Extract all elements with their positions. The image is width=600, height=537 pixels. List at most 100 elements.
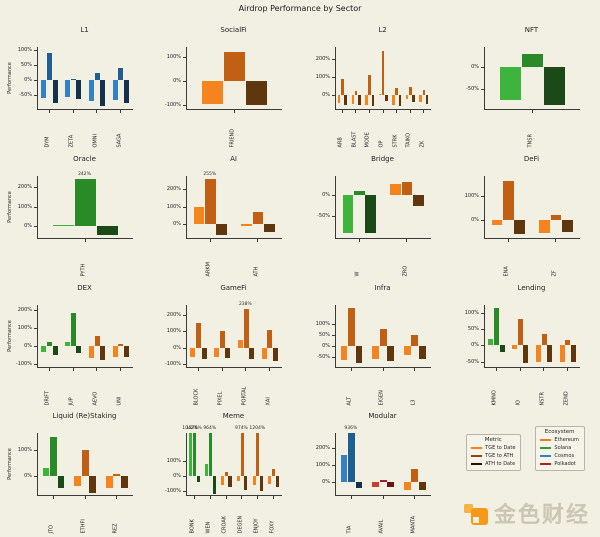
bar-zf-ath_to_date — [561, 220, 573, 232]
x-tick-mark — [414, 367, 416, 371]
chart-cell-defi: DeFi 100% 0% ENA ZF — [451, 147, 600, 276]
x-token-label: MANTA — [410, 516, 417, 534]
y-tick-label: -50% — [317, 354, 330, 361]
y-tick-mark — [183, 347, 186, 349]
bar-degen-tge_to_date — [236, 476, 240, 481]
bar-ena-ath_to_date — [514, 220, 525, 234]
y-tick-mark — [183, 224, 186, 226]
bar-dym-tge_to_ath — [47, 53, 52, 81]
bar-eigen-tge_to_ath — [379, 329, 387, 347]
y-tick-mark — [481, 66, 484, 68]
y-tick-label: 100% — [17, 324, 32, 331]
chart-lending: 100% 50% 0% -50% KMNO IO NSTR ZEND — [451, 296, 600, 405]
bar-ath-tge_to_ath — [252, 212, 264, 225]
chart-bridge: 0% -50% W ZRO — [302, 167, 451, 276]
chart-oracle: Performance 200% 100% 0% 242% PYTH — [4, 167, 153, 277]
x-token-label: L3 — [410, 399, 417, 405]
bar-tia-tge_to_ath — [348, 433, 355, 483]
plot-area — [37, 304, 133, 368]
y-tick-mark — [34, 226, 37, 228]
y-tick-label: 0% — [173, 344, 181, 351]
bar-tia-ath_to_date — [355, 482, 363, 489]
chart-cell-lending: Lending 100% 50% 0% -50% KMNO IO NSTR ZEND — [451, 276, 600, 405]
y-tick-mark — [332, 357, 335, 359]
bar-w-tge_to_ath — [354, 190, 365, 195]
chart-cell-oracle: Oracle Performance 200% 100% 0% 242% PYTH — [4, 147, 153, 276]
chart-title: DeFi — [523, 154, 540, 163]
bar-value-label: 238% — [238, 301, 252, 307]
bar-taiko-ath_to_date — [412, 94, 415, 102]
bar-saga-tge_to_ath — [118, 68, 124, 81]
bar-value-label: 242% — [78, 172, 91, 178]
bar-wen-ath_to_date — [212, 476, 216, 494]
x-token-label: TIA — [346, 525, 353, 534]
x-token-label: REZ — [112, 523, 119, 534]
y-tick-label: 100% — [166, 457, 181, 464]
y-tick-mark — [332, 482, 335, 484]
y-tick-label: 200% — [17, 184, 32, 191]
y-tick-label: 50% — [318, 331, 330, 338]
plot-area — [186, 433, 282, 497]
bar-alt-ath_to_date — [355, 346, 363, 364]
y-tick-mark — [332, 346, 335, 348]
bar-degen-ath_to_date — [244, 476, 248, 490]
x-token-label: EIGEN — [378, 389, 385, 405]
x-tick-mark — [406, 238, 408, 242]
bar-jto-tge_to_date — [42, 468, 50, 476]
bar-foxy-ath_to_date — [275, 476, 280, 487]
y-tick-label: 50% — [20, 62, 32, 69]
bar-croak-tge_to_ath — [224, 472, 228, 477]
bar-mode-ath_to_date — [371, 94, 375, 107]
y-tick-label: -50% — [466, 358, 479, 365]
bar-omni-ath_to_date — [100, 80, 106, 106]
y-tick-label: 100% — [315, 462, 330, 469]
chart-gamefi: 200% 100% 0% -100% BLOCK PIXEL 238% PORTAL XAI — [153, 296, 302, 405]
bar-strk-tge_to_date — [392, 94, 395, 105]
x-token-label: ARKM — [205, 261, 212, 277]
bar-portal-tge_to_ath — [243, 308, 249, 348]
bar-bonk-ath_to_date — [196, 476, 200, 483]
x-tick-mark — [84, 238, 86, 242]
legend-item: TGE to ATH — [471, 453, 515, 459]
chart-defi: 100% 0% ENA ZF — [451, 167, 600, 276]
bar-value-label: 964% — [203, 426, 217, 432]
y-tick-mark — [34, 80, 37, 82]
legend-swatch-icon — [471, 447, 483, 450]
bar-tia-tge_to_date — [340, 454, 348, 483]
x-tick-mark — [358, 238, 360, 242]
bar-zeta-tge_to_date — [65, 80, 71, 97]
legend-cell: Metric TGE to Date TGE to ATH ATH to Date Ec… — [451, 404, 600, 533]
bar-avail-tge_to_ath — [379, 479, 387, 483]
x-token-label: PYTH — [80, 263, 87, 277]
logo-notch — [472, 517, 479, 523]
x-tick-mark — [52, 496, 54, 500]
x-tick-mark — [257, 496, 259, 500]
x-tick-mark — [531, 110, 533, 113]
y-tick-label: 100% — [464, 309, 479, 316]
bar-jto-ath_to_date — [57, 475, 65, 488]
x-token-label: PORTAL — [241, 386, 248, 405]
y-tick-label: 200% — [166, 186, 181, 193]
y-tick-mark — [183, 315, 186, 317]
plot-area — [335, 175, 431, 239]
x-token-label: PIXEL — [217, 391, 224, 405]
bar-taiko-tge_to_ath — [409, 86, 412, 95]
x-tick-mark — [193, 496, 195, 500]
y-tick-mark — [183, 189, 186, 191]
x-tick-mark — [409, 110, 411, 113]
bar-strk-tge_to_ath — [395, 87, 398, 95]
bar-portal-ath_to_date — [249, 347, 255, 360]
chart-socialfi: 100% 0% -100% FRIEND — [153, 38, 302, 148]
x-token-label: OP — [378, 140, 385, 148]
x-tick-mark — [382, 367, 384, 371]
bar-drift-tge_to_ath — [47, 342, 52, 346]
bar-foxy-tge_to_ath — [272, 469, 276, 477]
y-tick-mark — [183, 81, 186, 83]
bar-enjoy-ath_to_date — [260, 476, 264, 492]
charts-grid: L1 Performance 100% 50% 0% -50% DYM ZETA OMNI SAG… — [4, 18, 600, 534]
bar-bonk-tge_to_date — [189, 433, 193, 477]
watermark-text: 金色财经 — [493, 503, 590, 528]
x-tick-mark — [120, 110, 122, 113]
bar-bonk-tge_to_ath — [193, 433, 197, 477]
bar-manta-tge_to_date — [403, 482, 411, 491]
